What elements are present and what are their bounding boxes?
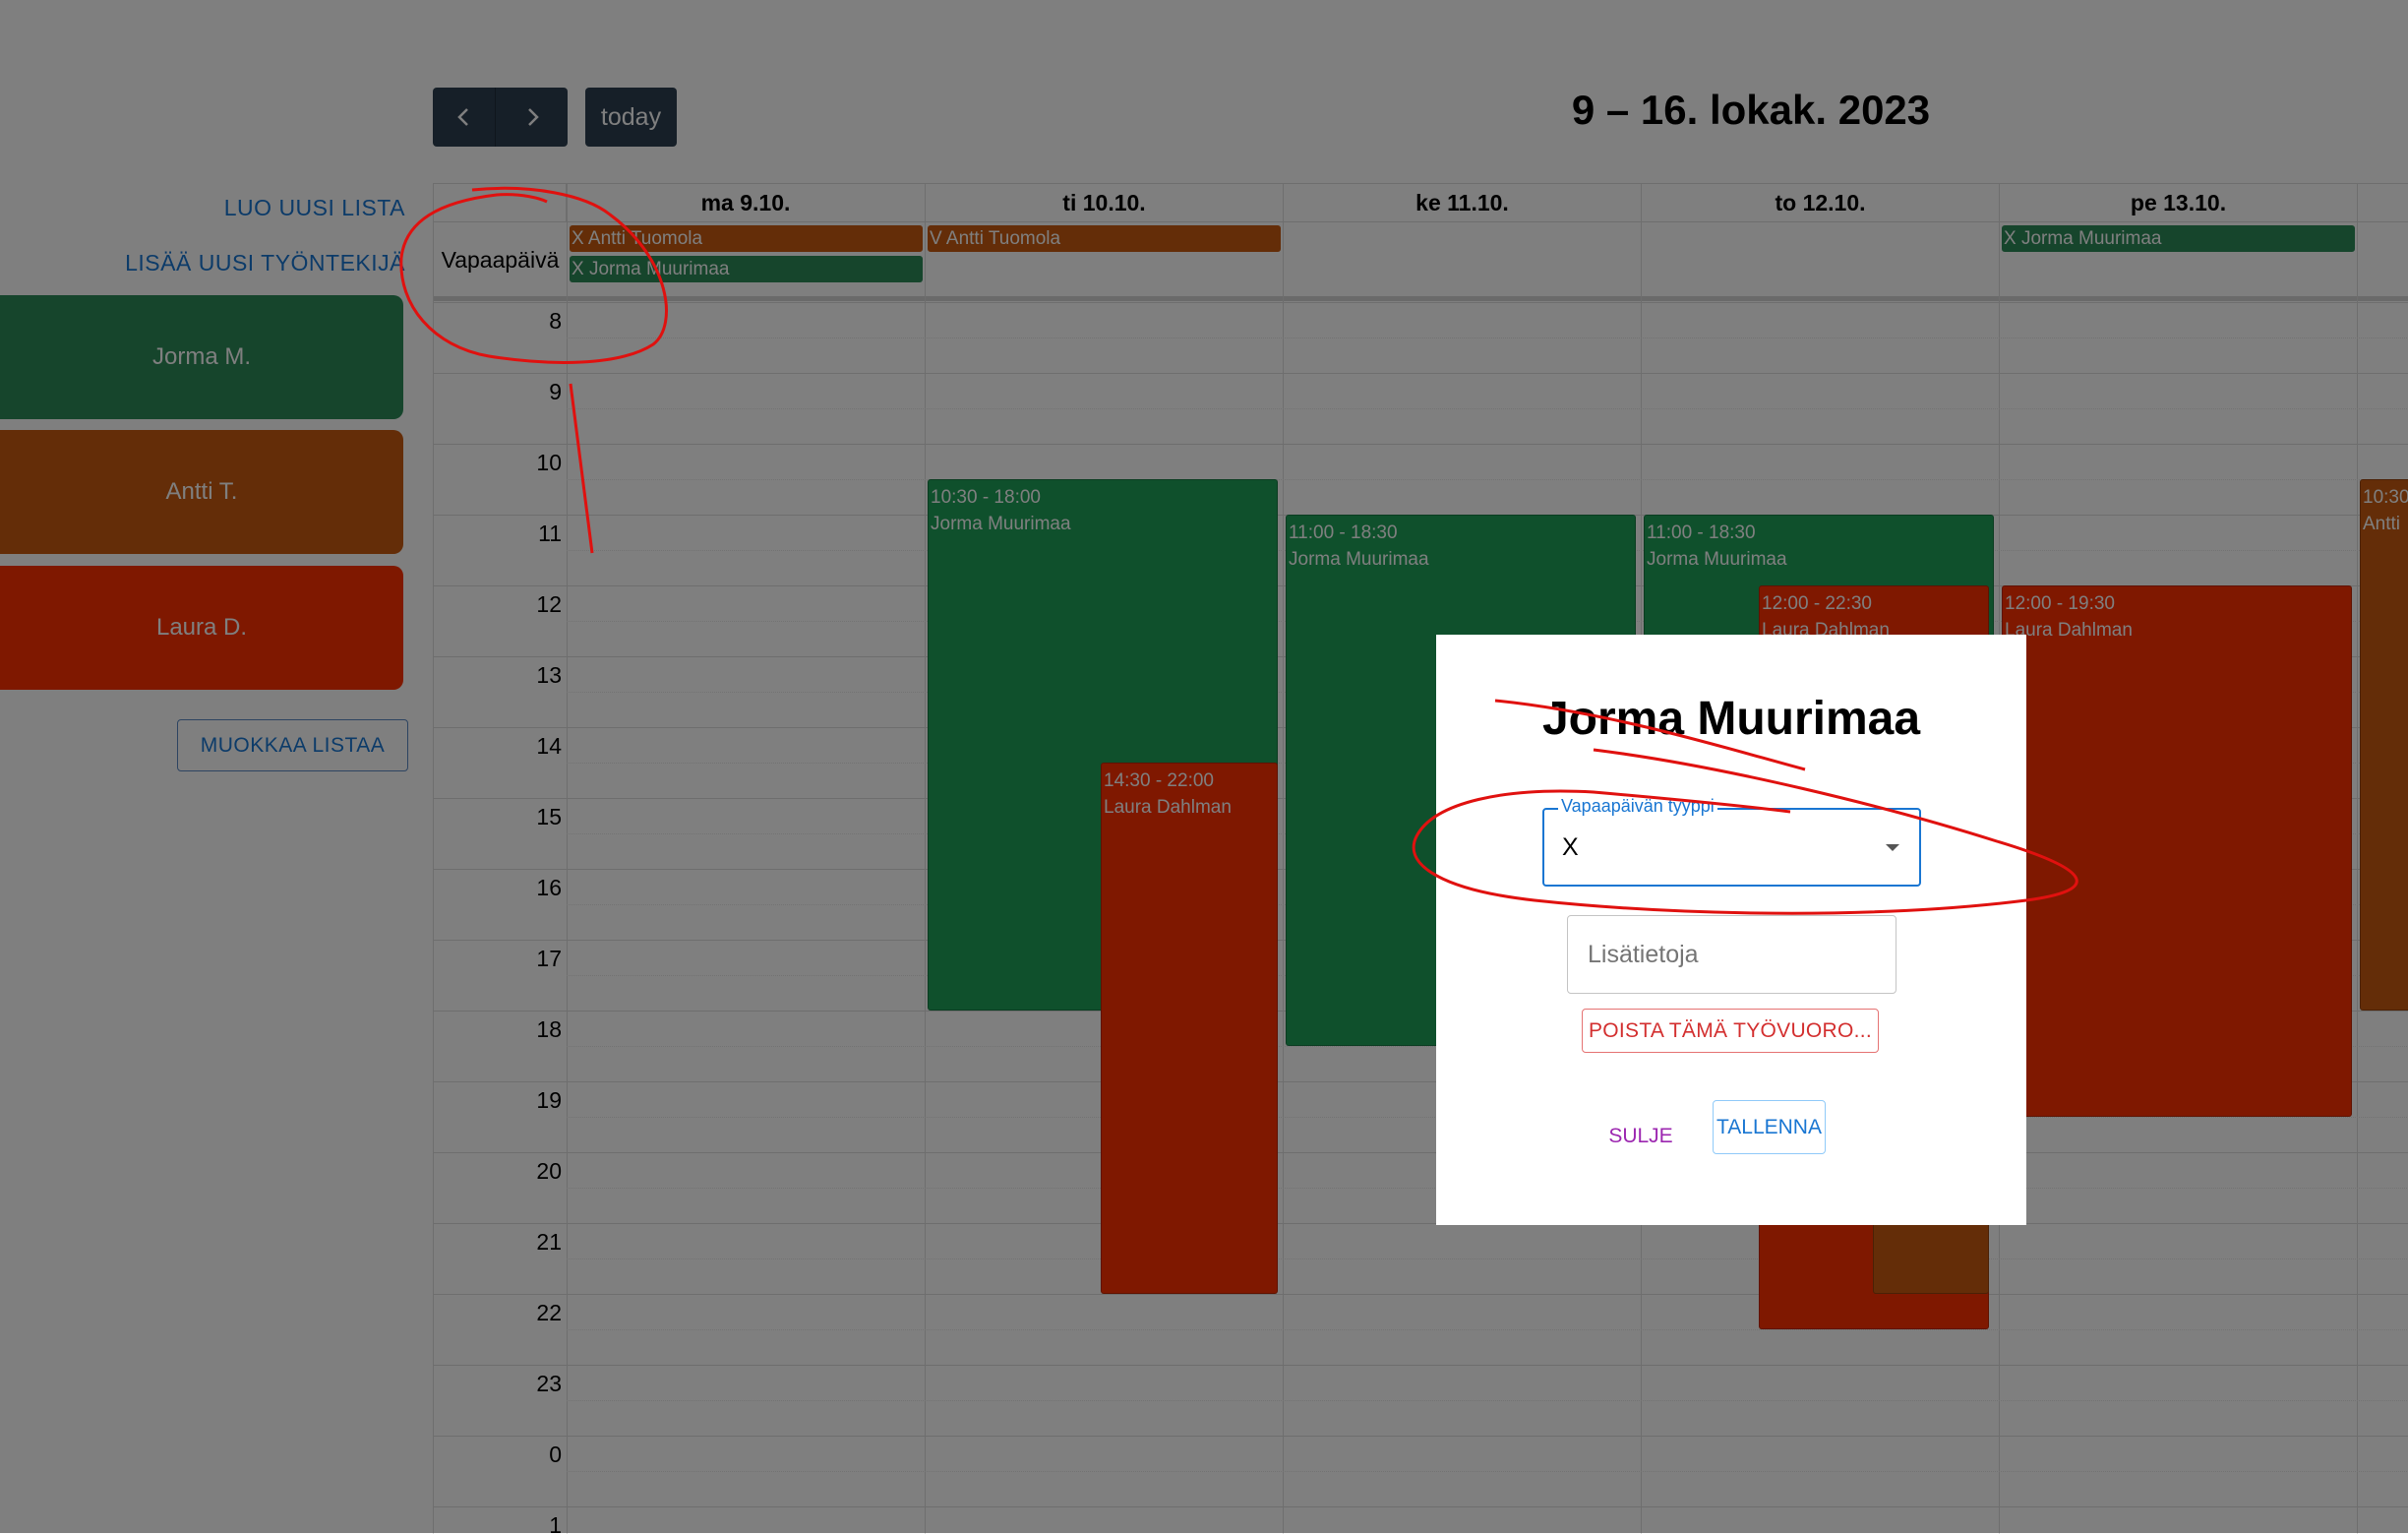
absence-dialog: Jorma Muurimaa Vapaapäivän tyyppi X POIS… bbox=[1436, 635, 2026, 1225]
delete-shift-button[interactable]: POISTA TÄMÄ TYÖVUORO... bbox=[1582, 1009, 1879, 1053]
absence-type-select[interactable]: Vapaapäivän tyyppi X bbox=[1542, 796, 1921, 887]
additional-info-input[interactable] bbox=[1567, 915, 1896, 994]
close-button[interactable]: SULJE bbox=[1608, 1125, 1673, 1147]
absence-type-value: X bbox=[1562, 833, 1579, 861]
absence-type-label: Vapaapäivän tyyppi bbox=[1558, 796, 1717, 817]
save-button[interactable]: TALLENNA bbox=[1713, 1100, 1826, 1154]
dropdown-arrow-icon bbox=[1886, 844, 1899, 851]
dialog-title: Jorma Muurimaa bbox=[1541, 693, 1921, 745]
